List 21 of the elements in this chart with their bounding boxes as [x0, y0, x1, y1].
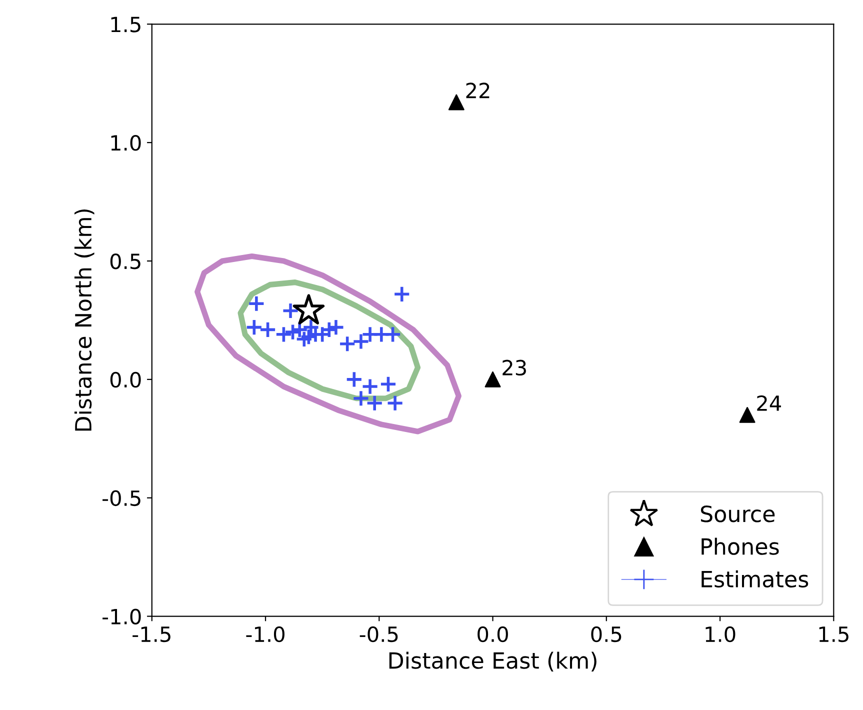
y-tick-label: 1.0	[111, 135, 141, 151]
y-tick-label: -0.5	[102, 490, 140, 506]
legend-label: Phones	[702, 538, 779, 555]
annotation: 23	[502, 360, 526, 376]
x-tick-label: 0.5	[591, 626, 622, 642]
legend-label: Source	[700, 505, 775, 522]
y-tick-label: 0.0	[110, 372, 141, 388]
x-tick-label: 1.5	[819, 626, 848, 642]
x-tick-label: -1.5	[132, 626, 170, 642]
legend-label: Estimates	[702, 570, 808, 588]
x-tick-label: 1.0	[706, 626, 736, 642]
annotation: 24	[757, 395, 781, 411]
y-tick-label: -1.0	[102, 608, 141, 624]
x-tick-label: -0.5	[360, 626, 398, 642]
x-tick-label: -1.0	[246, 626, 284, 642]
y-tick-label: 1.5	[111, 16, 140, 32]
y-tick-label: 0.5	[110, 253, 140, 270]
y-axis-title: Distance North (km)	[74, 209, 94, 431]
x-tick-label: 0.0	[478, 626, 508, 642]
x-axis-title: Distance East (km)	[389, 652, 596, 672]
annotation: 22	[466, 82, 490, 98]
